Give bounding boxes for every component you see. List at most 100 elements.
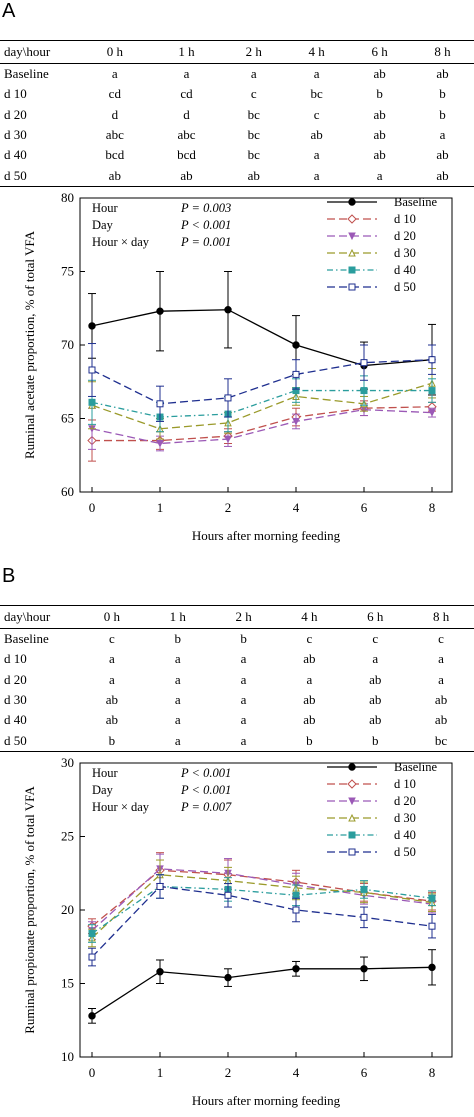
data-point bbox=[292, 906, 300, 914]
significance-letter: a bbox=[144, 730, 211, 752]
data-point bbox=[156, 882, 164, 890]
series-line bbox=[91, 309, 433, 367]
x-tick-label: 2 bbox=[225, 1065, 232, 1080]
data-point bbox=[224, 973, 232, 982]
panel-label: A bbox=[2, 0, 16, 22]
legend-marker bbox=[348, 763, 356, 771]
significance-letter: bc bbox=[247, 147, 260, 163]
propionate-chart: 10 15 20 25 30 0 1 2 4 6 8 Hours after morning feed… bbox=[22, 755, 453, 1108]
stat-label: Hour × day bbox=[92, 235, 150, 249]
x-tick-label: 4 bbox=[293, 500, 300, 515]
significance-letter: bcd bbox=[177, 147, 196, 163]
stat-label: Hour bbox=[92, 201, 119, 215]
data-point bbox=[88, 366, 96, 374]
significance-letter: ab bbox=[303, 651, 316, 667]
stat-label: Hour × day bbox=[92, 800, 150, 814]
data-point bbox=[360, 885, 368, 893]
stat-label: Hour bbox=[92, 766, 119, 780]
data-point bbox=[88, 930, 96, 938]
column-header: 6 h bbox=[348, 40, 412, 64]
significance-letter: a bbox=[306, 671, 313, 687]
legend-label: d 50 bbox=[394, 845, 416, 859]
legend-marker bbox=[348, 283, 356, 291]
data-point bbox=[88, 1012, 96, 1020]
acetate-chart: 60 65 70 75 80 0 1 2 4 6 8 Hours after morning feed… bbox=[22, 190, 453, 543]
significance-letter: d bbox=[111, 106, 119, 122]
significance-letter: c bbox=[109, 631, 115, 647]
data-point bbox=[88, 953, 96, 961]
legend-marker bbox=[348, 266, 356, 274]
significance-letter: c bbox=[438, 631, 444, 647]
significance-letter: ab bbox=[150, 165, 223, 187]
significance-letter: ab bbox=[436, 147, 449, 163]
y-tick-label: 60 bbox=[61, 484, 74, 499]
significance-letter: b bbox=[276, 730, 343, 752]
series-line bbox=[91, 966, 433, 1017]
series-line bbox=[91, 868, 433, 932]
data-point bbox=[156, 307, 164, 315]
x-tick-label: 6 bbox=[361, 500, 368, 515]
significance-letter: a bbox=[210, 730, 277, 752]
x-tick-label: 4 bbox=[293, 1065, 300, 1080]
data-point bbox=[292, 965, 300, 973]
x-tick-label: 1 bbox=[157, 1065, 164, 1080]
row-label: d 30 bbox=[4, 127, 27, 143]
significance-letter: ab bbox=[222, 165, 286, 187]
significance-letter: ab bbox=[436, 66, 449, 82]
significance-letter: a bbox=[250, 66, 257, 82]
data-point bbox=[292, 370, 300, 378]
significance-letter: abc bbox=[177, 127, 196, 143]
row-label: d 40 bbox=[4, 147, 27, 163]
stat-value: P = 0.001 bbox=[180, 235, 231, 249]
column-header: 2 h bbox=[210, 605, 277, 629]
data-point bbox=[292, 891, 300, 899]
table-row: d 20 d d bc c ab b bbox=[0, 105, 474, 125]
x-tick-label: 2 bbox=[225, 500, 232, 515]
y-tick-label: 80 bbox=[61, 190, 74, 205]
significance-letter: ab bbox=[411, 165, 474, 187]
series-line bbox=[91, 382, 433, 430]
data-point bbox=[224, 394, 232, 402]
significance-letter: a bbox=[240, 692, 247, 708]
y-axis-label: Ruminal acetate proportion, % of total V… bbox=[22, 230, 37, 459]
legend-label: d 30 bbox=[394, 246, 416, 260]
column-header: 1 h bbox=[144, 605, 211, 629]
row-header-label: day\hour bbox=[0, 605, 79, 629]
significance-letter: ab bbox=[79, 165, 151, 187]
data-point bbox=[224, 435, 232, 444]
data-point bbox=[428, 409, 436, 417]
significance-letter: a bbox=[240, 651, 247, 667]
column-header: 6 h bbox=[342, 605, 409, 629]
significance-letter: a bbox=[183, 66, 190, 82]
significance-letter: a bbox=[174, 712, 181, 728]
y-tick-label: 70 bbox=[61, 337, 74, 352]
column-header: 2 h bbox=[222, 40, 286, 64]
series-line bbox=[91, 359, 433, 405]
table-row: Baseline c b b c c c bbox=[0, 629, 474, 650]
x-axis-label: Hours after morning feeding bbox=[192, 528, 341, 543]
significance-letter: b bbox=[79, 730, 145, 752]
series-line bbox=[91, 885, 433, 958]
row-label: d 50 bbox=[0, 165, 79, 187]
significance-letter: ab bbox=[434, 692, 448, 708]
significance-letter: bcd bbox=[105, 147, 125, 163]
significance-letter: d bbox=[183, 106, 190, 122]
significance-letter: ab bbox=[369, 692, 382, 708]
stat-label: Day bbox=[92, 218, 114, 232]
data-point bbox=[156, 400, 164, 408]
column-header: 8 h bbox=[411, 40, 474, 64]
legend-label: d 40 bbox=[394, 263, 416, 277]
column-header: 0 h bbox=[79, 40, 151, 64]
series-line bbox=[91, 389, 432, 418]
significance-letter: ab bbox=[373, 106, 386, 122]
row-label: d 20 bbox=[4, 106, 27, 122]
row-label: d 20 bbox=[4, 671, 27, 687]
legend-label: d 30 bbox=[394, 811, 416, 825]
legend-label: d 20 bbox=[394, 229, 416, 243]
significance-letter: bc bbox=[408, 730, 474, 752]
significance-letter: bc bbox=[310, 86, 323, 102]
data-point bbox=[156, 968, 164, 976]
